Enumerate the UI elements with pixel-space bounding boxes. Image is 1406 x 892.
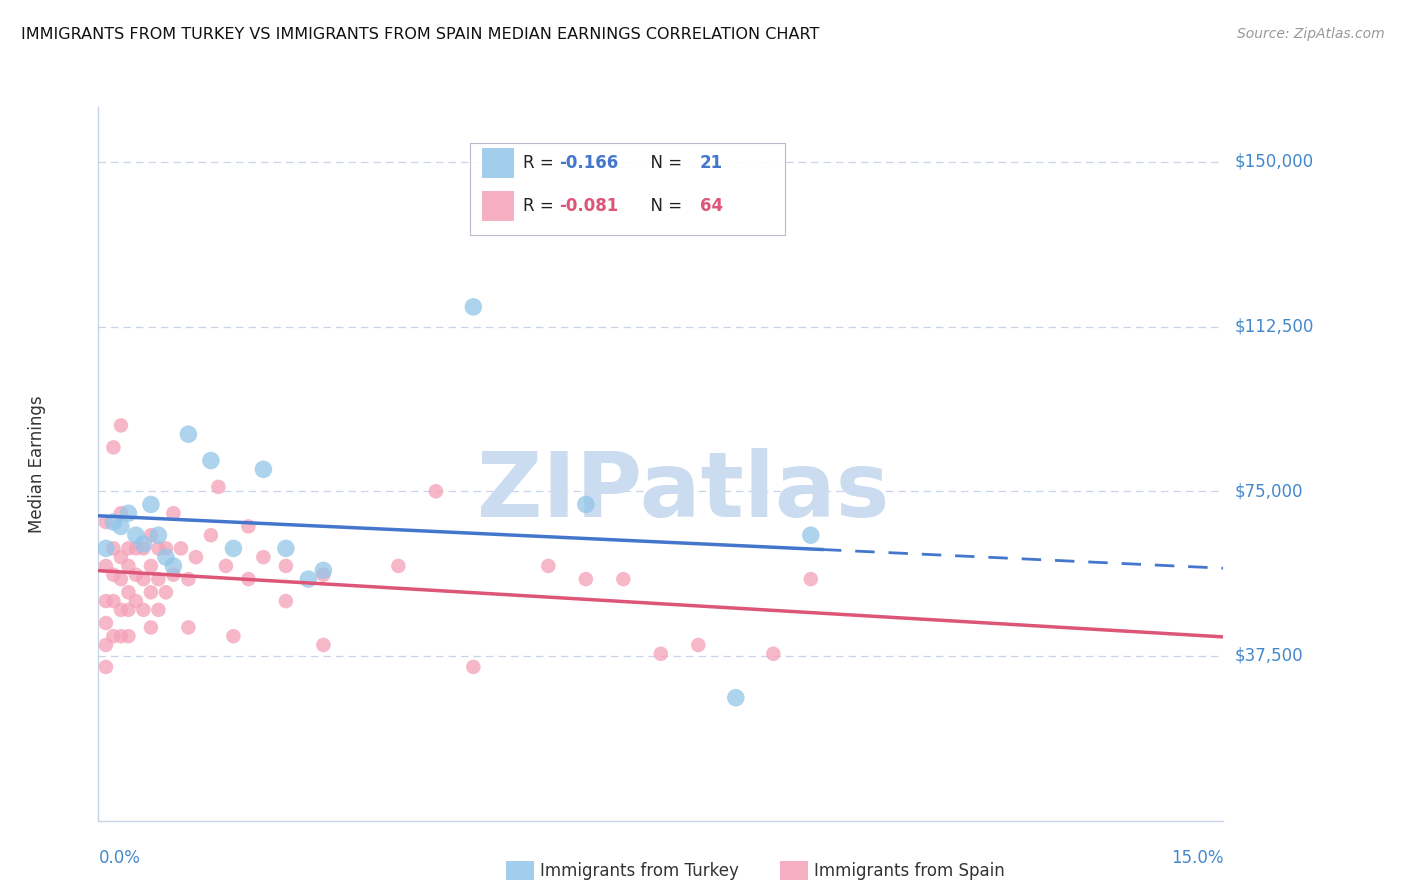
Point [110,519,132,533]
Point [162,506,184,520]
Point [200,528,222,542]
Text: Median Earnings: Median Earnings [28,395,45,533]
Text: 0.0%: 0.0% [98,849,141,867]
Point [238,519,260,533]
Point [94,638,117,652]
Point [800,528,823,542]
Point [312,638,335,652]
Text: Immigrants from Turkey: Immigrants from Turkey [540,862,738,880]
Point [387,558,409,573]
Text: $75,000: $75,000 [1234,483,1303,500]
Point [537,558,560,573]
Point [274,558,297,573]
Point [148,541,170,556]
Point [103,567,125,582]
Point [125,528,148,542]
Point [222,629,245,643]
Point [155,550,177,565]
Point [312,567,335,582]
Point [110,603,132,617]
Point [155,585,177,599]
Point [132,572,155,586]
Point [103,515,125,529]
Point [170,541,193,556]
Text: Immigrants from Spain: Immigrants from Spain [814,862,1005,880]
Point [103,629,125,643]
Point [94,594,117,608]
Text: Source: ZipAtlas.com: Source: ZipAtlas.com [1237,27,1385,41]
Text: ZIPatlas: ZIPatlas [477,449,890,536]
Point [94,541,117,556]
Point [162,558,184,573]
Point [800,572,823,586]
Point [125,594,148,608]
Point [117,603,139,617]
Point [94,615,117,630]
Point [177,620,200,634]
Text: IMMIGRANTS FROM TURKEY VS IMMIGRANTS FROM SPAIN MEDIAN EARNINGS CORRELATION CHAR: IMMIGRANTS FROM TURKEY VS IMMIGRANTS FRO… [21,27,820,42]
Point [612,572,634,586]
Point [148,603,170,617]
Point [94,558,117,573]
Point [222,541,245,556]
Point [724,690,747,705]
Point [125,567,148,582]
Text: $37,500: $37,500 [1234,647,1303,665]
Point [463,660,485,674]
Point [139,528,162,542]
Point [252,462,274,476]
Point [575,572,598,586]
Text: $150,000: $150,000 [1234,153,1313,171]
Point [252,550,274,565]
Point [110,629,132,643]
Point [132,537,155,551]
Point [425,484,447,499]
Point [117,541,139,556]
Point [117,506,139,520]
Point [238,572,260,586]
Point [94,660,117,674]
Point [274,594,297,608]
Point [110,550,132,565]
Point [139,585,162,599]
Point [207,480,229,494]
Point [139,498,162,512]
Point [312,563,335,577]
Point [110,506,132,520]
Point [688,638,710,652]
Point [148,572,170,586]
Point [94,515,117,529]
Point [297,572,319,586]
Point [177,572,200,586]
Point [762,647,785,661]
Point [155,541,177,556]
Point [103,541,125,556]
Point [103,594,125,608]
Point [139,620,162,634]
Point [184,550,207,565]
Point [125,541,148,556]
Point [117,558,139,573]
Point [117,629,139,643]
Point [200,453,222,467]
Text: $112,500: $112,500 [1234,318,1313,335]
Point [575,498,598,512]
Point [148,528,170,542]
Point [274,541,297,556]
Point [215,558,238,573]
Point [103,441,125,455]
Point [110,572,132,586]
Point [463,300,485,314]
Point [132,603,155,617]
Point [132,541,155,556]
Text: 15.0%: 15.0% [1171,849,1223,867]
Point [117,585,139,599]
Point [139,558,162,573]
Point [650,647,672,661]
Point [177,427,200,442]
Point [110,418,132,433]
Point [162,567,184,582]
